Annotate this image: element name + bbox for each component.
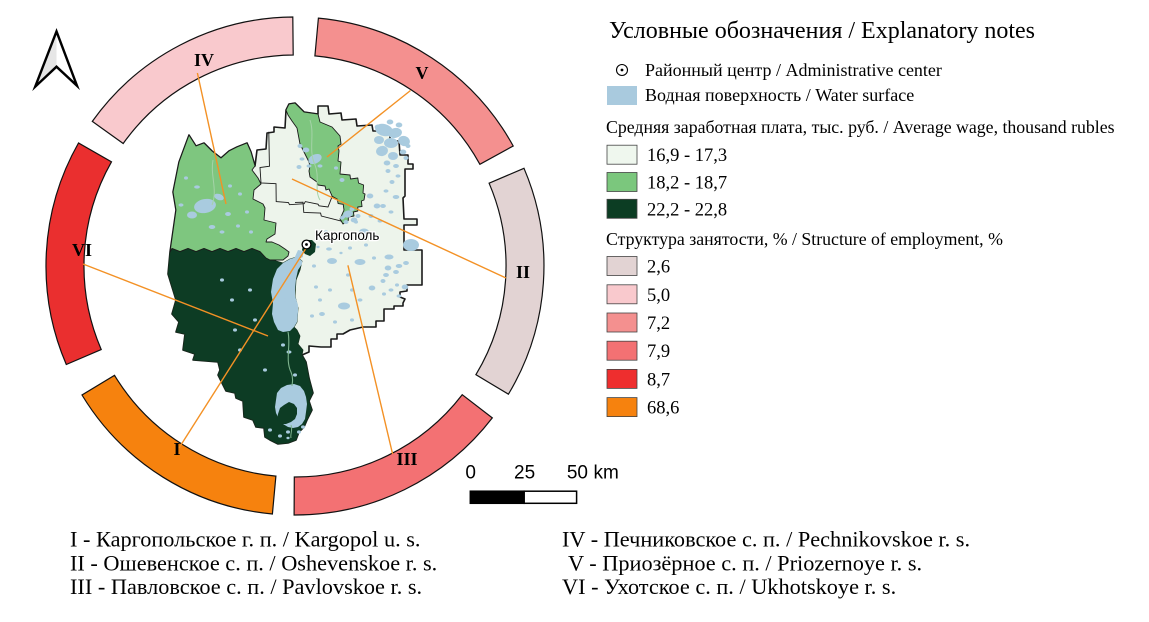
- svg-text:Районный центр / Administrativ: Районный центр / Administrative center: [645, 60, 942, 80]
- svg-text:Структура занятости, % / Struc: Структура занятости, % / Structure of em…: [606, 229, 1003, 249]
- svg-text:V: V: [416, 63, 429, 83]
- svg-text:II: II: [516, 262, 530, 282]
- svg-text:25: 25: [514, 463, 535, 484]
- svg-text:0: 0: [465, 463, 476, 484]
- svg-text:Каргополь: Каргополь: [315, 228, 379, 243]
- svg-text:IV - Печниковское с. п. / Pech: IV - Печниковское с. п. / Pechnikovskoe …: [562, 527, 970, 552]
- svg-text:III - Павловское с. п. / Pavlo: III - Павловское с. п. / Pavlovskoe r. s…: [70, 574, 422, 599]
- svg-text:16,9 - 17,3: 16,9 - 17,3: [647, 146, 727, 166]
- svg-text:V - Приозёрное с. п. / Priozer: V - Приозёрное с. п. / Priozernoye r. s.: [568, 550, 922, 575]
- svg-text:5,0: 5,0: [647, 286, 670, 306]
- svg-text:Средняя заработная плата, тыс.: Средняя заработная плата, тыс. руб. / Av…: [606, 117, 1115, 137]
- svg-text:50: 50: [567, 463, 588, 484]
- svg-text:III: III: [396, 449, 417, 469]
- svg-text:IV: IV: [194, 50, 214, 70]
- svg-text:I: I: [173, 439, 180, 459]
- svg-text:Водная поверхность / Water sur: Водная поверхность / Water surface: [645, 85, 914, 105]
- svg-text:68,6: 68,6: [647, 399, 679, 419]
- svg-text:22,2 - 22,8: 22,2 - 22,8: [647, 200, 727, 220]
- svg-text:VI: VI: [72, 240, 92, 260]
- svg-text:Условные обозначения / Explana: Условные обозначения / Explanatory notes: [609, 18, 1035, 44]
- svg-text:7,2: 7,2: [647, 314, 670, 334]
- svg-text:II - Ошевенское с. п. / Osheve: II - Ошевенское с. п. / Oshevenskoe r. s…: [70, 550, 437, 575]
- svg-text:VI - Ухотское с. п. / Ukhotsko: VI - Ухотское с. п. / Ukhotskoye r. s.: [562, 574, 896, 599]
- svg-text:7,9: 7,9: [647, 342, 670, 362]
- svg-text:km: km: [594, 463, 619, 484]
- svg-text:8,7: 8,7: [647, 370, 670, 390]
- svg-text:2,6: 2,6: [647, 258, 670, 278]
- svg-text:I - Каргопольское г. п. / Karg: I - Каргопольское г. п. / Kargopol u. s.: [70, 527, 421, 552]
- svg-text:18,2 - 18,7: 18,2 - 18,7: [647, 174, 727, 194]
